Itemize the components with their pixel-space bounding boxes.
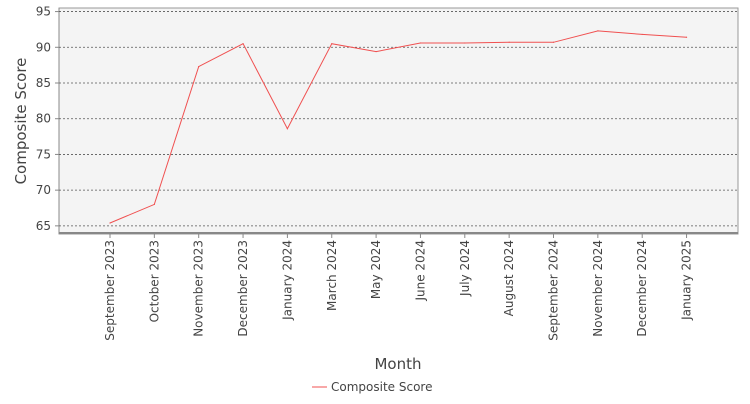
x-tick-label: March 2024 <box>325 240 339 311</box>
plot-area <box>58 7 739 235</box>
x-tick-label: January 2024 <box>280 240 294 321</box>
data-point <box>198 65 200 68</box>
x-tick-label: November 2023 <box>192 240 206 337</box>
x-tick-label: June 2024 <box>413 240 427 302</box>
y-tick-label: 70 <box>36 183 51 197</box>
y-axis-ticks: 65 70 75 80 85 90 95 <box>36 5 59 233</box>
x-axis-title: Month <box>374 355 421 373</box>
data-point <box>109 222 111 224</box>
data-point <box>597 30 599 32</box>
x-axis-ticks: September 2023 October 2023 November 2023 D… <box>103 234 694 341</box>
y-tick-label: 80 <box>36 112 51 126</box>
data-point <box>685 36 688 38</box>
legend: Composite Score <box>312 380 432 394</box>
x-tick-label: September 2023 <box>103 240 117 341</box>
data-point <box>508 41 510 43</box>
y-tick-label: 95 <box>36 5 51 19</box>
x-tick-label: July 2024 <box>458 240 472 297</box>
y-axis-title: Composite Score <box>12 58 30 185</box>
series-lines <box>109 30 688 224</box>
data-point <box>242 43 244 45</box>
y-tick-label: 85 <box>36 76 51 90</box>
grid-lines <box>59 11 738 227</box>
y-tick-label: 75 <box>36 147 51 161</box>
data-point <box>331 43 333 45</box>
x-tick-label: September 2024 <box>547 240 561 341</box>
x-tick-label: August 2024 <box>502 240 516 316</box>
legend-label: Composite Score <box>331 380 432 394</box>
x-tick-label: January 2025 <box>680 240 694 321</box>
y-tick-label: 65 <box>36 219 51 233</box>
x-tick-label: May 2024 <box>369 240 383 299</box>
data-point <box>286 128 288 130</box>
y-tick-label: 90 <box>36 40 51 54</box>
data-point <box>419 42 422 44</box>
data-point <box>552 41 555 43</box>
x-tick-label: November 2024 <box>591 240 605 337</box>
data-point <box>464 42 466 44</box>
data-point <box>375 50 377 53</box>
x-tick-label: December 2023 <box>236 240 250 337</box>
x-tick-label: December 2024 <box>635 240 649 337</box>
data-point <box>153 203 155 206</box>
x-tick-label: October 2023 <box>147 240 161 322</box>
series-line-composite-score <box>109 30 687 224</box>
data-point <box>641 33 643 36</box>
